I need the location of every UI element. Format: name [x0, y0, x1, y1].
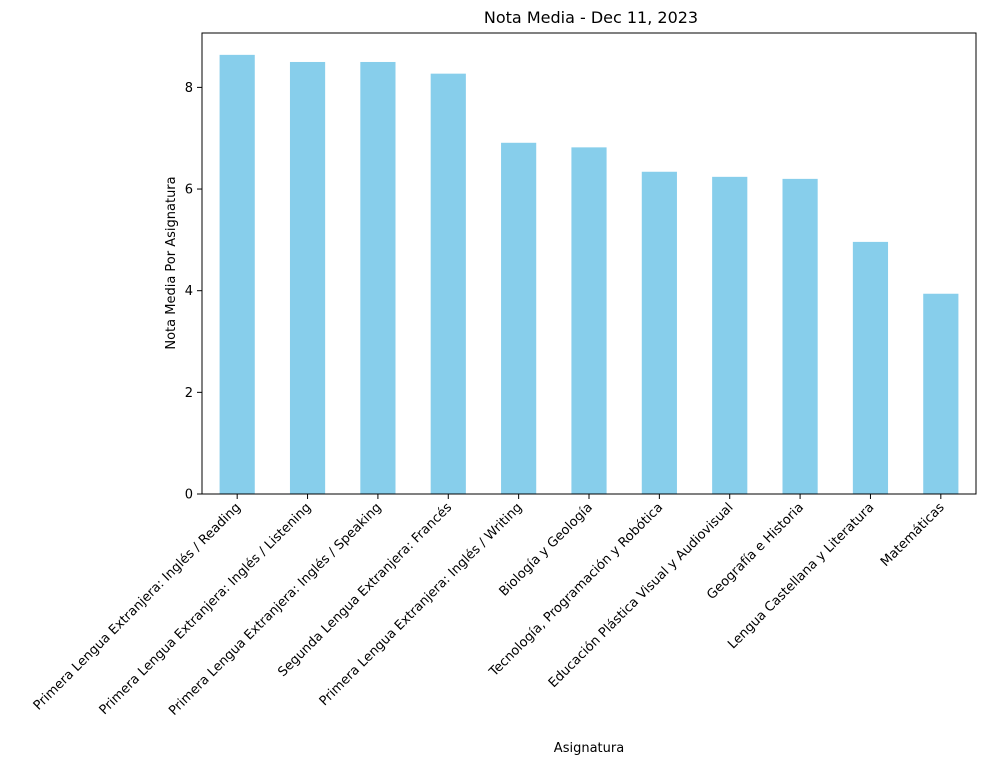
- x-axis: Primera Lengua Extranjera: Inglés / Read…: [31, 494, 948, 719]
- y-tick-label: 4: [185, 284, 193, 299]
- bar-11: [923, 293, 959, 494]
- y-axis-label: Nota Media Por Asignatura: [164, 176, 179, 349]
- bar-10: [852, 241, 889, 494]
- chart-title: Nota Media - Dec 11, 2023: [484, 8, 698, 27]
- bar-9: [782, 178, 818, 494]
- bar-2: [289, 61, 326, 494]
- y-tick-label: 6: [185, 183, 193, 198]
- y-tick-label: 8: [185, 81, 193, 96]
- x-tick-label: Matemáticas: [878, 500, 948, 570]
- bar-7: [641, 171, 677, 494]
- y-axis: 0 2 4 6 8: [185, 81, 202, 503]
- x-tick-label: Lengua Castellana y Literatura: [725, 500, 877, 652]
- bar-6: [571, 147, 607, 494]
- bar-1: [219, 54, 255, 495]
- bar-4: [430, 73, 466, 494]
- bar-3: [360, 61, 396, 494]
- bar-5: [501, 142, 537, 494]
- bars-group: [219, 54, 959, 495]
- bar-8: [712, 176, 748, 494]
- y-tick-label: 0: [185, 488, 193, 503]
- x-axis-label: Asignatura: [554, 741, 624, 756]
- plot-frame: [201, 32, 977, 495]
- y-tick-label: 2: [185, 386, 193, 401]
